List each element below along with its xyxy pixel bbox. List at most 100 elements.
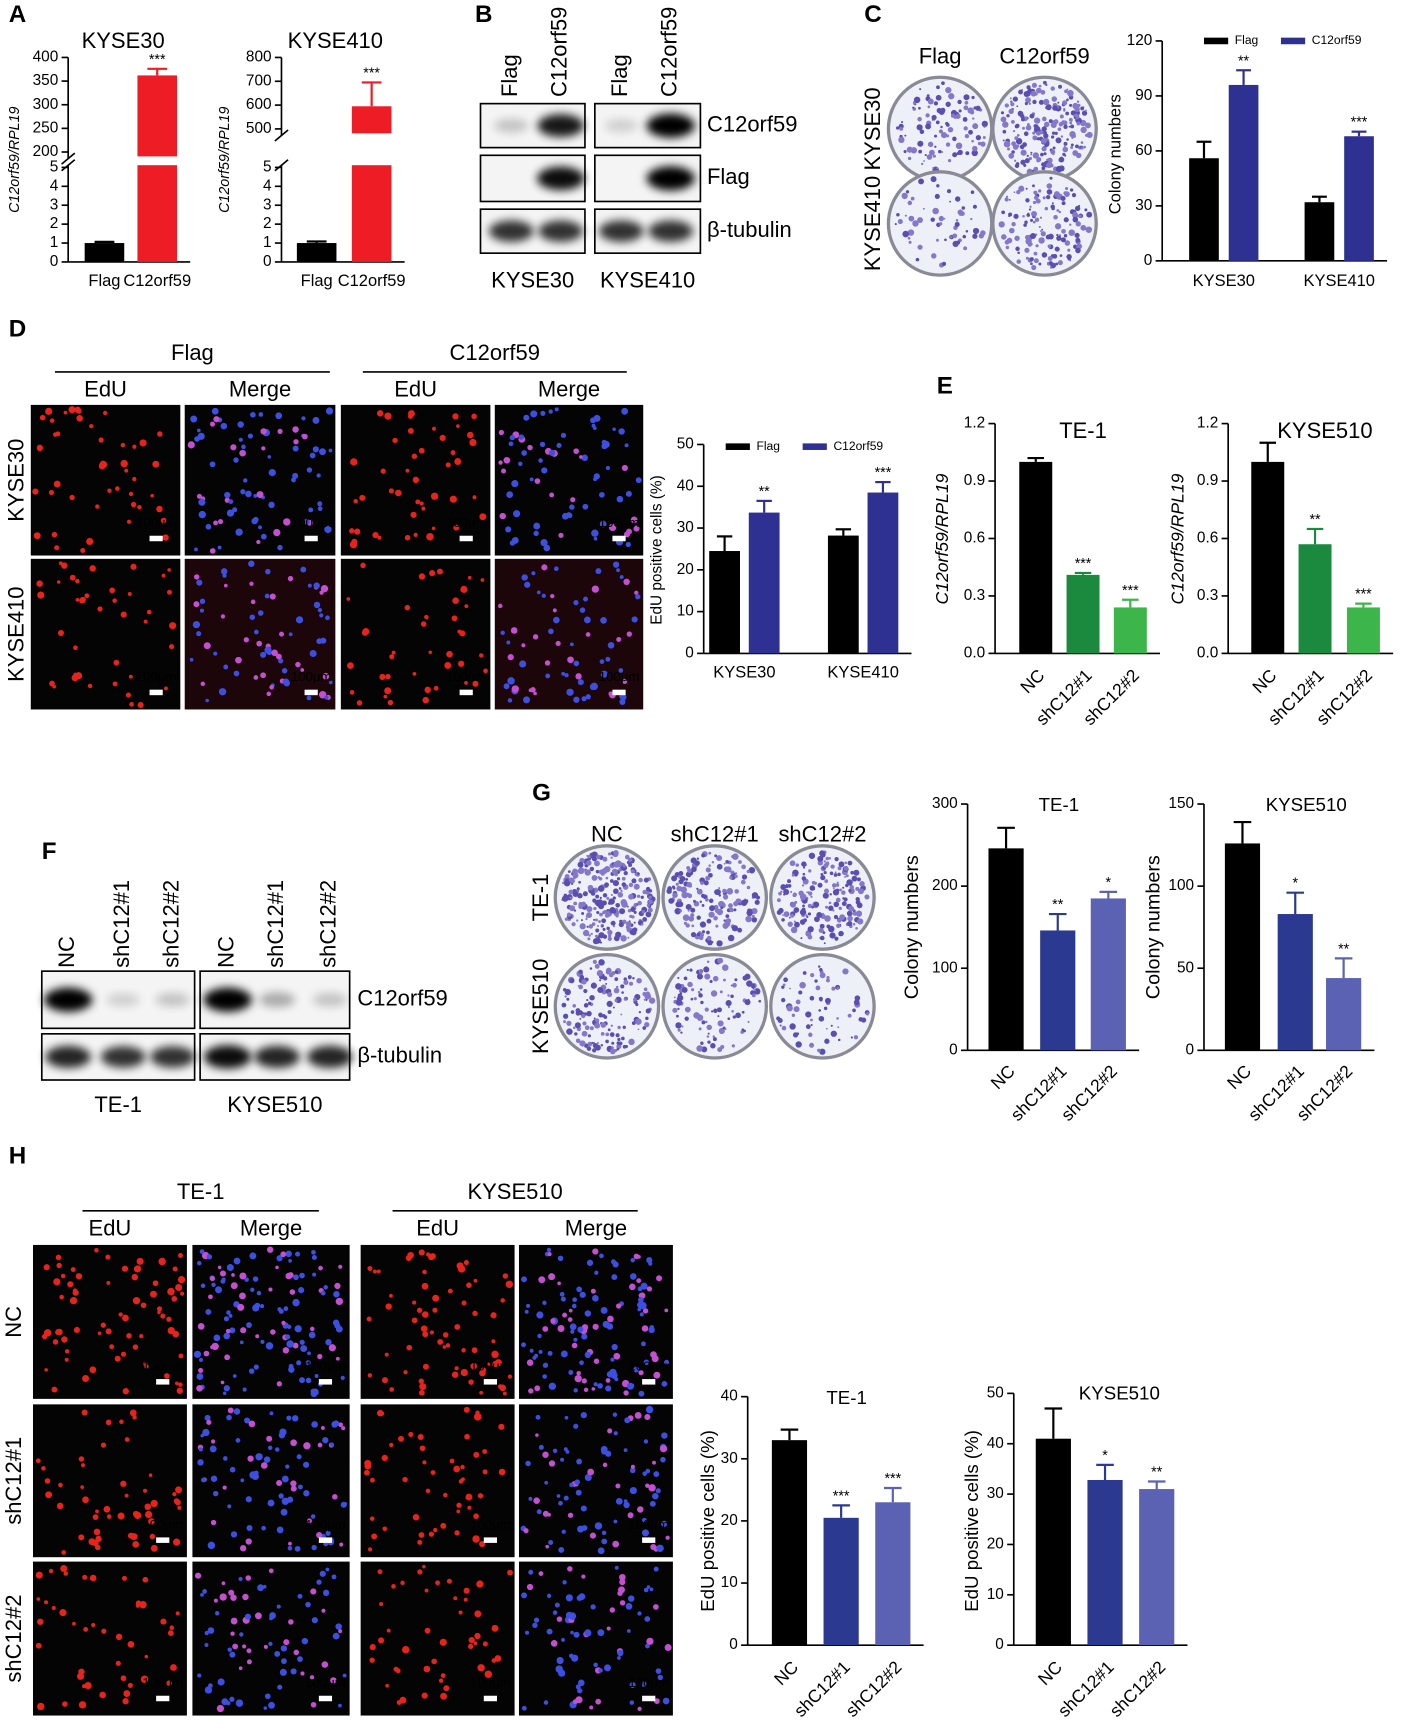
colony — [691, 924, 695, 928]
colony — [864, 894, 870, 900]
cell — [148, 1473, 153, 1477]
scale-bar — [612, 689, 626, 696]
cell — [74, 406, 81, 413]
colony — [1013, 213, 1019, 219]
cell — [332, 1319, 340, 1326]
colony — [572, 1004, 576, 1008]
colony — [841, 901, 847, 907]
cell — [309, 1675, 315, 1680]
cell — [576, 1370, 581, 1376]
cell — [491, 1624, 499, 1632]
colony — [632, 977, 635, 980]
cell — [548, 628, 554, 635]
colony — [587, 1001, 592, 1006]
cell — [381, 1454, 388, 1462]
cell — [83, 1626, 89, 1632]
colony — [818, 996, 823, 1001]
cell — [319, 613, 324, 618]
cell — [460, 1368, 468, 1377]
cell — [211, 1282, 216, 1287]
cell — [269, 684, 274, 690]
colony — [836, 1017, 839, 1020]
cell — [575, 673, 582, 680]
colony — [944, 238, 947, 242]
colony — [1041, 252, 1048, 258]
cell — [412, 671, 417, 676]
cell — [436, 568, 443, 575]
cell — [464, 1433, 470, 1440]
cell — [524, 581, 531, 588]
colony — [789, 860, 796, 867]
colony — [857, 912, 862, 917]
colony — [1061, 201, 1066, 206]
cell — [637, 1307, 642, 1312]
colony — [718, 887, 721, 890]
cell — [418, 1249, 425, 1256]
cell — [288, 1541, 292, 1546]
colony — [679, 876, 686, 882]
cell — [239, 1292, 246, 1300]
colony — [936, 167, 939, 170]
colony — [1041, 166, 1046, 171]
colony — [907, 200, 913, 206]
cell — [526, 1359, 534, 1366]
cell — [223, 583, 228, 588]
colony — [1025, 97, 1031, 103]
colony — [917, 244, 923, 250]
cell — [149, 1533, 156, 1540]
cell — [442, 1345, 447, 1349]
colony — [1084, 208, 1088, 212]
cell — [229, 1466, 236, 1473]
cell — [547, 1512, 551, 1517]
colony — [1054, 246, 1060, 252]
colony — [601, 925, 604, 928]
cell — [310, 1326, 315, 1332]
x-tick-label: KYSE30 — [1193, 272, 1255, 290]
cell — [619, 1573, 626, 1581]
scale-bar-label: 100μm — [446, 669, 487, 684]
colony — [631, 1021, 636, 1026]
cell — [160, 517, 167, 524]
cell — [480, 578, 485, 582]
cell — [245, 1538, 252, 1545]
colony — [683, 921, 688, 925]
cell — [623, 578, 630, 586]
cell — [210, 1519, 217, 1526]
cell — [303, 1461, 310, 1468]
colony — [1075, 237, 1081, 243]
cell — [212, 1490, 219, 1497]
cell — [395, 489, 402, 497]
cell — [112, 598, 117, 603]
colony — [1072, 216, 1079, 223]
colony — [946, 189, 952, 194]
colony — [957, 149, 963, 156]
colony — [795, 863, 800, 867]
cell — [156, 1306, 163, 1312]
cell — [230, 1282, 238, 1290]
cell — [661, 1432, 668, 1439]
cell — [308, 1331, 316, 1339]
cell — [445, 462, 451, 468]
colony — [714, 854, 718, 858]
colony — [1056, 235, 1062, 241]
colony — [1033, 258, 1039, 264]
colony — [842, 886, 845, 889]
colony — [606, 896, 610, 900]
colony — [1066, 88, 1069, 91]
colony — [595, 894, 600, 899]
cell — [63, 410, 68, 415]
cell — [264, 646, 272, 654]
cell — [389, 1293, 393, 1298]
cell — [296, 1360, 302, 1366]
colony — [581, 919, 583, 922]
cell — [617, 1656, 621, 1660]
colony — [616, 1043, 622, 1050]
cell — [498, 1468, 506, 1476]
cell — [440, 1692, 448, 1700]
cell — [534, 1385, 541, 1392]
colony — [946, 134, 950, 138]
colony — [945, 101, 951, 107]
cell — [220, 422, 228, 430]
colony — [744, 973, 751, 980]
cell — [121, 1575, 127, 1581]
